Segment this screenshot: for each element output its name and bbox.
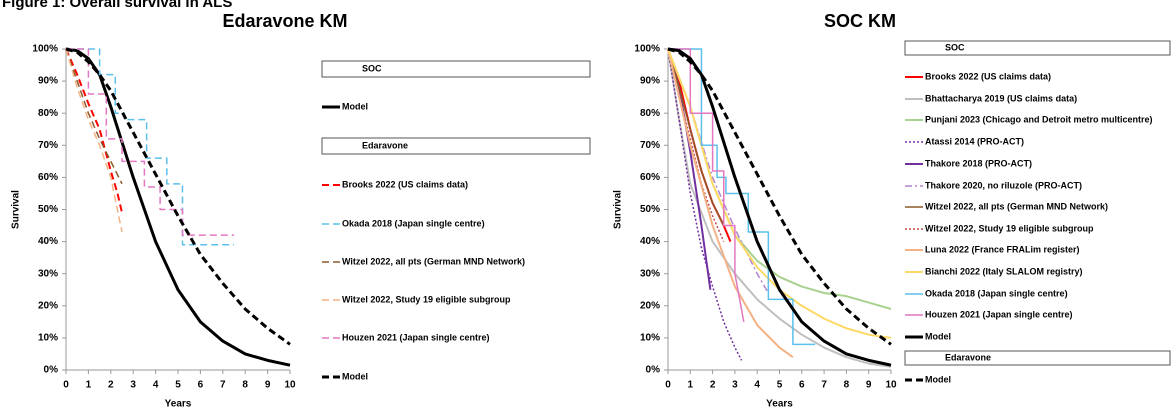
survival-curve	[667, 48, 892, 368]
legend-group-label: Edaravone	[362, 140, 408, 150]
x-axis-label: Years	[165, 399, 192, 410]
survival-curve	[66, 48, 234, 246]
legend-label: Houzen 2021 (Japan single centre)	[925, 309, 1073, 319]
y-tick-label: 80%	[38, 108, 58, 119]
y-tick-label: 80%	[640, 108, 660, 119]
legend-group-label: Edaravone	[945, 352, 991, 362]
y-tick-label: 0%	[44, 365, 59, 376]
survival-curve	[65, 48, 123, 213]
legend-label: Witzel 2022, all pts (German MND Network…	[342, 256, 525, 266]
survival-curve	[65, 47, 291, 367]
legend-label: Model	[342, 371, 368, 381]
legend-label: Bianchi 2022 (Italy SLALOM registry)	[925, 266, 1083, 276]
y-tick-label: 100%	[32, 44, 58, 55]
x-tick-label: 5	[175, 380, 181, 391]
survival-curve	[65, 48, 123, 233]
legend-label: Model	[925, 331, 951, 341]
y-tick-label: 70%	[640, 140, 660, 151]
x-tick-label: 1	[86, 380, 92, 391]
survival-curve	[667, 47, 892, 367]
y-tick-label: 100%	[634, 44, 660, 55]
x-tick-label: 0	[665, 380, 671, 391]
legend-label: Luna 2022 (France FRALim register)	[925, 244, 1080, 254]
y-tick-label: 60%	[38, 172, 58, 183]
legend-label: Witzel 2022, Study 19 eligible subgroup	[342, 294, 511, 304]
y-tick-label: 20%	[640, 300, 660, 311]
x-tick-label: 7	[821, 380, 827, 391]
y-tick-label: 20%	[38, 300, 58, 311]
survival-curve	[65, 47, 291, 346]
legend-group-box	[321, 137, 591, 155]
legend-label: Okada 2018 (Japan single centre)	[925, 288, 1068, 298]
x-tick-label: 9	[265, 380, 271, 391]
y-tick-label: 50%	[38, 204, 58, 215]
legend-label: Bhattacharya 2019 (US claims data)	[925, 93, 1077, 103]
survival-curve	[668, 48, 745, 322]
chart: Edaravone KM Survival Years 0% 10% 20% 30% 40% 5…	[11, 11, 591, 410]
legend-group-label: SOC	[945, 42, 965, 52]
legend-label: Model	[925, 374, 951, 384]
legend-label: Brooks 2022 (US claims data)	[342, 179, 468, 189]
x-tick-label: 4	[754, 380, 760, 391]
y-tick-label: 40%	[38, 236, 58, 247]
survival-curve	[667, 48, 725, 226]
x-tick-label: 0	[63, 380, 69, 391]
survival-curve	[667, 48, 794, 358]
x-tick-label: 10	[284, 380, 296, 391]
legend-label: Witzel 2022, all pts (German MND Network…	[925, 201, 1108, 211]
legend-label: Witzel 2022, Study 19 eligible subgroup	[925, 223, 1094, 233]
y-tick-label: 30%	[38, 268, 58, 279]
x-tick-label: 7	[220, 380, 226, 391]
legend-label: Atassi 2014 (PRO-ACT)	[925, 136, 1024, 146]
y-axis-label: Survival	[11, 190, 22, 229]
legend-group-box	[904, 40, 1171, 56]
y-tick-label: 30%	[640, 268, 660, 279]
chart: SOC KM Survival Years 0% 10% 20% 30% 40% 50% 60% 7…	[613, 11, 1171, 410]
y-tick-label: 10%	[640, 333, 660, 344]
y-tick-label: 90%	[38, 76, 58, 87]
legend-label: Model	[342, 101, 368, 111]
x-tick-label: 2	[108, 380, 114, 391]
y-tick-label: 40%	[640, 236, 660, 247]
chart-title: Edaravone KM	[222, 11, 347, 31]
legend-group-label: SOC	[362, 63, 382, 73]
x-tick-label: 6	[799, 380, 805, 391]
x-tick-label: 10	[885, 380, 897, 391]
x-tick-label: 2	[710, 380, 716, 391]
x-tick-label: 9	[866, 380, 872, 391]
x-tick-label: 4	[153, 380, 159, 391]
survival-curve	[65, 48, 123, 185]
legend-label: Okada 2018 (Japan single centre)	[342, 218, 485, 228]
y-tick-label: 90%	[640, 76, 660, 87]
legend-label: Thakore 2018 (PRO-ACT)	[925, 158, 1032, 168]
legend-group-box	[321, 60, 591, 78]
y-tick-label: 0%	[646, 365, 661, 376]
survival-curve	[667, 48, 725, 242]
survival-curve	[667, 47, 892, 346]
x-axis-label: Years	[766, 399, 793, 410]
legend-group-box	[904, 350, 1171, 366]
survival-curve	[66, 48, 234, 236]
x-tick-label: 8	[844, 380, 850, 391]
y-tick-label: 70%	[38, 140, 58, 151]
chart-title: SOC KM	[824, 11, 896, 31]
legend-label: Brooks 2022 (US claims data)	[925, 71, 1051, 81]
x-tick-label: 3	[732, 380, 738, 391]
legend-label: Punjani 2023 (Chicago and Detroit metro …	[925, 114, 1153, 124]
figure-title: Figure 1: Overall survival in ALS	[2, 0, 232, 11]
y-tick-label: 50%	[640, 204, 660, 215]
x-tick-label: 5	[777, 380, 783, 391]
legend-label: Houzen 2021 (Japan single centre)	[342, 332, 490, 342]
y-tick-label: 60%	[640, 172, 660, 183]
legend-label: Thakore 2020, no riluzole (PRO-ACT)	[925, 180, 1082, 190]
y-axis-label: Survival	[613, 190, 624, 229]
x-tick-label: 6	[198, 380, 204, 391]
survival-curve	[668, 48, 816, 346]
x-tick-label: 8	[242, 380, 248, 391]
x-tick-label: 1	[688, 380, 694, 391]
x-tick-label: 3	[130, 380, 136, 391]
y-tick-label: 10%	[38, 333, 58, 344]
